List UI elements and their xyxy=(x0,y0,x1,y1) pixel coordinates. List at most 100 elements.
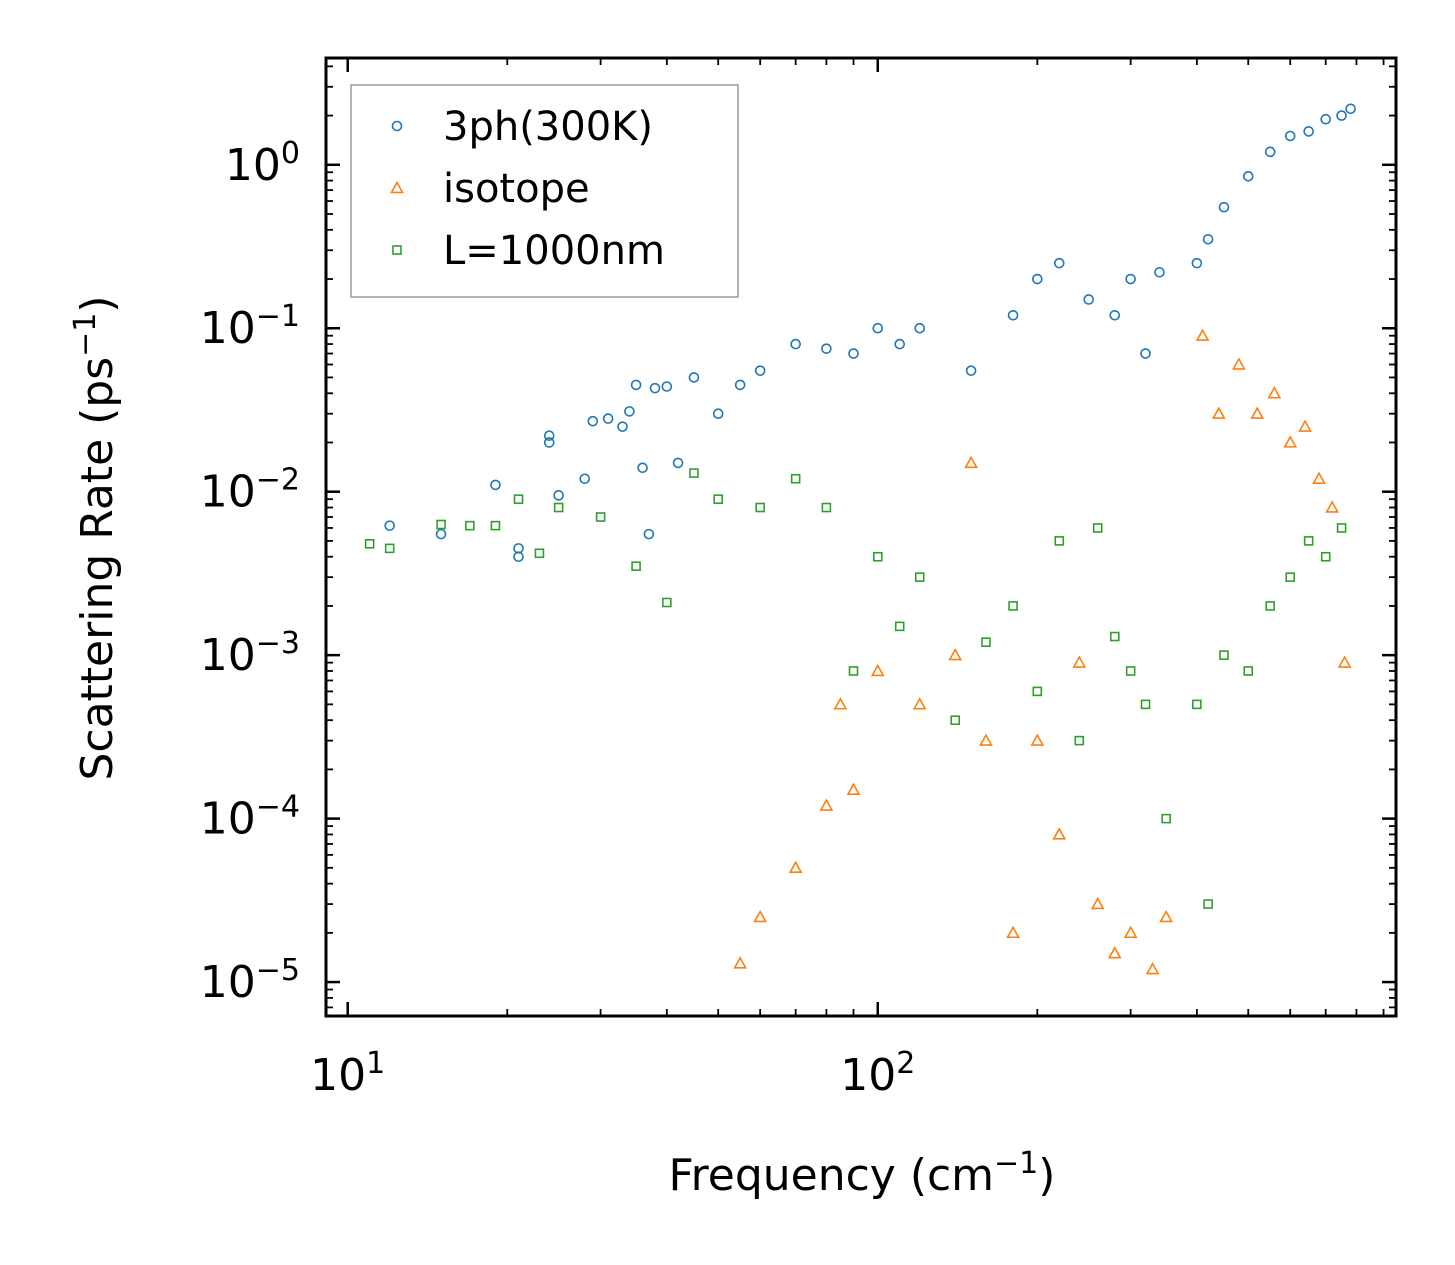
data-point xyxy=(543,437,555,448)
legend-label: L=1000nm xyxy=(443,228,665,274)
x-tick-label: 102 xyxy=(840,1046,915,1102)
data-point xyxy=(1074,735,1085,746)
data-point xyxy=(1298,419,1312,432)
x-tick-labels: 101 102 xyxy=(310,1046,915,1102)
data-point xyxy=(1072,655,1087,668)
data-point xyxy=(821,343,832,354)
data-point xyxy=(595,512,606,522)
data-point xyxy=(872,551,883,562)
legend-item: isotope xyxy=(390,166,590,212)
y-tick-label: 100 xyxy=(225,135,300,191)
data-point xyxy=(553,502,564,513)
data-point xyxy=(384,543,395,554)
data-point xyxy=(384,520,395,531)
data-point xyxy=(1242,171,1254,182)
data-point xyxy=(1030,733,1045,746)
y-tick-label: 10−1 xyxy=(200,299,300,355)
data-point xyxy=(1090,896,1105,910)
data-point xyxy=(819,798,834,811)
data-point xyxy=(1154,266,1165,278)
data-point xyxy=(490,520,501,531)
data-point xyxy=(553,490,564,501)
series-3 xyxy=(364,468,1347,909)
data-point xyxy=(912,697,927,710)
data-point xyxy=(513,551,524,563)
series-layer xyxy=(364,103,1356,975)
legend-item: 3ph(300K) xyxy=(391,104,653,150)
data-point xyxy=(1336,110,1347,121)
data-point xyxy=(713,494,723,504)
data-point xyxy=(1303,126,1314,137)
legend-marker-circle xyxy=(391,120,403,132)
series-2 xyxy=(733,328,1352,975)
data-point xyxy=(1123,925,1138,939)
data-point xyxy=(513,494,524,504)
data-point xyxy=(1264,146,1276,158)
y-tick-labels: 100 10−1 10−2 10−3 10−4 10−5 xyxy=(200,135,300,1008)
data-point xyxy=(1092,523,1103,533)
data-point xyxy=(1008,601,1018,611)
data-point xyxy=(733,956,747,969)
data-point xyxy=(1337,655,1352,668)
data-point xyxy=(1007,309,1019,321)
data-point xyxy=(846,782,861,796)
data-point xyxy=(672,457,684,469)
data-point xyxy=(643,528,655,540)
data-point xyxy=(1125,666,1136,676)
data-point xyxy=(979,733,993,746)
data-point xyxy=(1006,925,1020,939)
y-tick-label: 10−4 xyxy=(200,789,300,845)
data-point xyxy=(1320,551,1331,562)
data-point xyxy=(1231,357,1246,370)
data-point xyxy=(833,697,848,710)
data-point xyxy=(1243,666,1254,676)
legend-marker-triangle xyxy=(390,180,404,194)
legend-marker-square xyxy=(392,245,402,255)
legend-label: isotope xyxy=(443,166,590,212)
data-point xyxy=(661,381,673,392)
data-point xyxy=(436,519,446,530)
data-point xyxy=(753,909,768,923)
data-point xyxy=(1109,309,1121,321)
data-point xyxy=(1140,348,1151,359)
data-point xyxy=(490,479,501,491)
data-point xyxy=(1052,827,1067,840)
data-point xyxy=(637,462,648,474)
data-point xyxy=(790,473,801,484)
series-1 xyxy=(384,103,1356,563)
data-point xyxy=(1192,699,1202,710)
data-point xyxy=(965,365,977,376)
y-tick-label: 10−3 xyxy=(200,626,300,682)
data-point xyxy=(1285,572,1296,582)
data-point xyxy=(1219,650,1229,660)
data-point xyxy=(1265,601,1275,611)
data-point xyxy=(790,338,801,350)
data-point xyxy=(1032,686,1043,697)
y-tick-label: 10−5 xyxy=(200,953,300,1009)
data-point xyxy=(1283,435,1298,448)
axis-ticks xyxy=(326,58,1396,1016)
y-axis-title: Scattering Rate (ps−1) xyxy=(68,295,124,780)
data-point xyxy=(543,430,555,442)
data-point xyxy=(1202,233,1214,245)
data-point xyxy=(1267,386,1282,399)
data-point xyxy=(1203,899,1213,909)
data-point xyxy=(1161,813,1171,824)
data-point xyxy=(981,637,991,648)
data-point xyxy=(1325,500,1340,513)
data-point xyxy=(755,502,765,513)
data-point xyxy=(1125,273,1136,285)
data-point xyxy=(1195,328,1210,341)
data-point xyxy=(894,621,905,632)
data-point xyxy=(1159,909,1174,923)
data-point xyxy=(788,860,803,874)
data-point xyxy=(1191,257,1203,269)
data-point xyxy=(1345,103,1356,115)
data-point xyxy=(1250,406,1265,419)
data-point xyxy=(465,520,475,531)
legend: 3ph(300K) isotope L=1000nm xyxy=(350,84,739,298)
data-point xyxy=(734,379,746,391)
data-point xyxy=(649,382,661,394)
data-point xyxy=(1218,201,1230,213)
data-point xyxy=(1032,273,1043,285)
